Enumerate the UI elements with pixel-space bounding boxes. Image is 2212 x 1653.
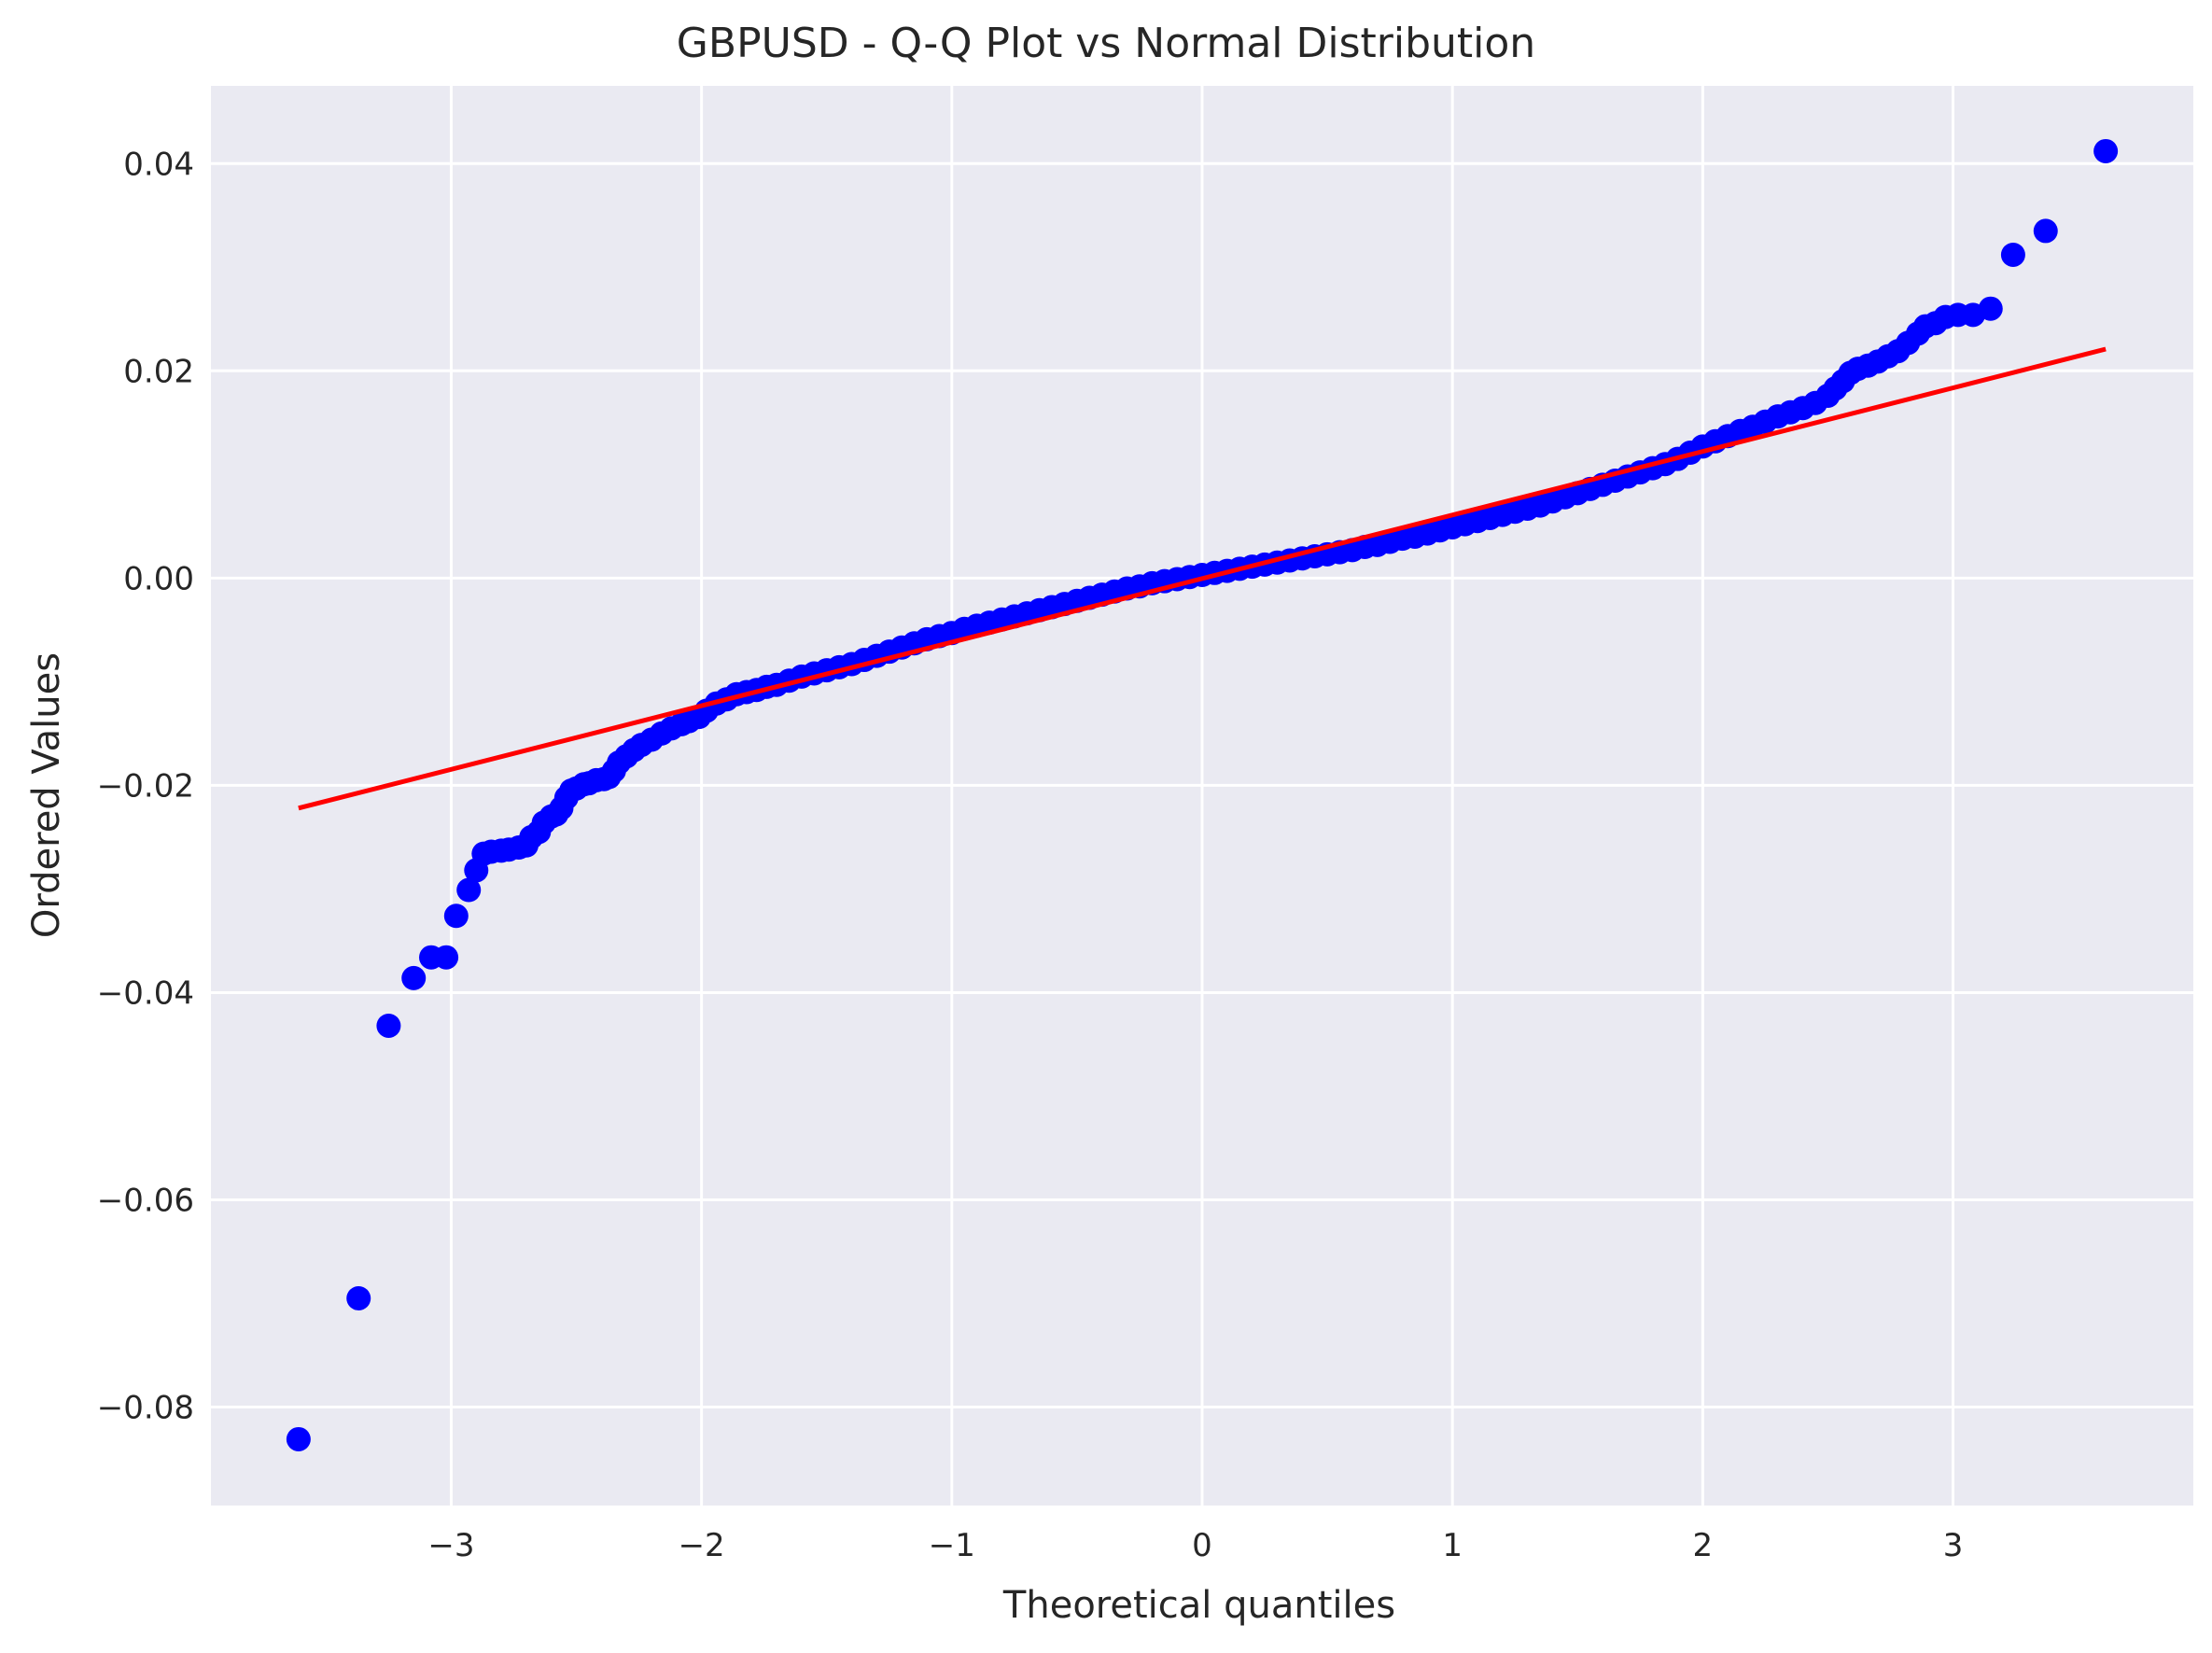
data-point (1978, 296, 2003, 321)
data-point (346, 1285, 371, 1310)
x-tick-label: 0 (1192, 1527, 1212, 1564)
chart-title: GBPUSD - Q-Q Plot vs Normal Distribution (677, 20, 1535, 67)
x-tick-label: −1 (929, 1527, 975, 1564)
y-tick-label: 0.04 (123, 146, 194, 183)
data-point (456, 877, 482, 903)
data-point (2093, 138, 2119, 163)
fit-line (298, 346, 2107, 811)
data-point (434, 945, 459, 970)
y-tick-labels: 0.04 0.02 0.00 −0.02 −0.04 −0.06 −0.08 (97, 146, 194, 1426)
y-axis-label: Ordered Values (25, 652, 68, 938)
y-tick-label: −0.06 (97, 1182, 194, 1219)
data-point (376, 1013, 401, 1038)
x-tick-label: −3 (427, 1527, 474, 1564)
data-point (401, 965, 427, 990)
x-axis-label: Theoretical quantiles (1002, 1584, 1395, 1627)
fit-line-layer (298, 346, 2107, 811)
data-point (286, 1426, 311, 1451)
x-tick-labels: −3 −2 −1 0 1 2 3 (427, 1527, 1963, 1564)
x-tick-label: 3 (1943, 1527, 1964, 1564)
y-tick-label: −0.02 (97, 767, 194, 805)
data-point (2033, 218, 2058, 244)
y-tick-label: 0.02 (123, 353, 194, 390)
x-tick-label: 2 (1693, 1527, 1714, 1564)
x-tick-label: 1 (1442, 1527, 1463, 1564)
data-point (2000, 242, 2025, 267)
x-tick-label: −2 (679, 1527, 725, 1564)
y-tick-label: 0.00 (123, 560, 194, 597)
data-point (443, 904, 469, 929)
y-tick-label: −0.04 (97, 974, 194, 1012)
y-tick-label: −0.08 (97, 1390, 194, 1427)
